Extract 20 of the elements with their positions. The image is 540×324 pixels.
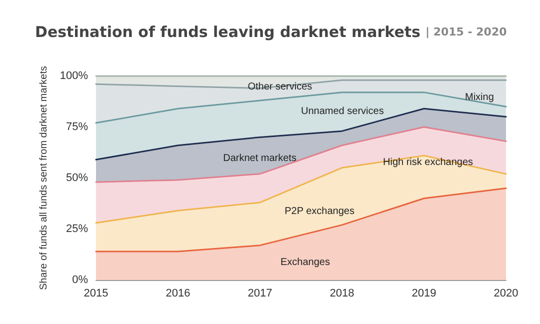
x-tick-label: 2019 xyxy=(412,288,436,300)
y-tick-label: 50% xyxy=(66,172,88,184)
y-axis-title: Share of funds all funds sent from darknet markets xyxy=(38,66,50,290)
x-tick-label: 2015 xyxy=(84,288,108,300)
x-tick-label: 2018 xyxy=(330,288,354,300)
x-tick-label: 2017 xyxy=(248,288,272,300)
chart-subtitle: | 2015 - 2020 xyxy=(425,26,508,38)
x-tick-label: 2016 xyxy=(166,288,190,300)
annotation: P2P exchanges xyxy=(284,206,354,218)
y-tick-label: 75% xyxy=(66,121,88,133)
y-tick-label: 0% xyxy=(72,274,88,286)
annotation: Other services xyxy=(248,82,312,93)
annotation: Darknet markets xyxy=(223,153,296,164)
chart-title: Destination of funds leaving darknet markets xyxy=(35,23,421,41)
y-tick-label: 100% xyxy=(60,70,88,82)
x-tick-label: 2020 xyxy=(494,288,518,300)
annotation: Mixing xyxy=(465,92,494,103)
annotation: Unnamed services xyxy=(301,106,384,118)
y-tick-label: 25% xyxy=(66,223,88,235)
annotation: Exchanges xyxy=(280,257,330,268)
